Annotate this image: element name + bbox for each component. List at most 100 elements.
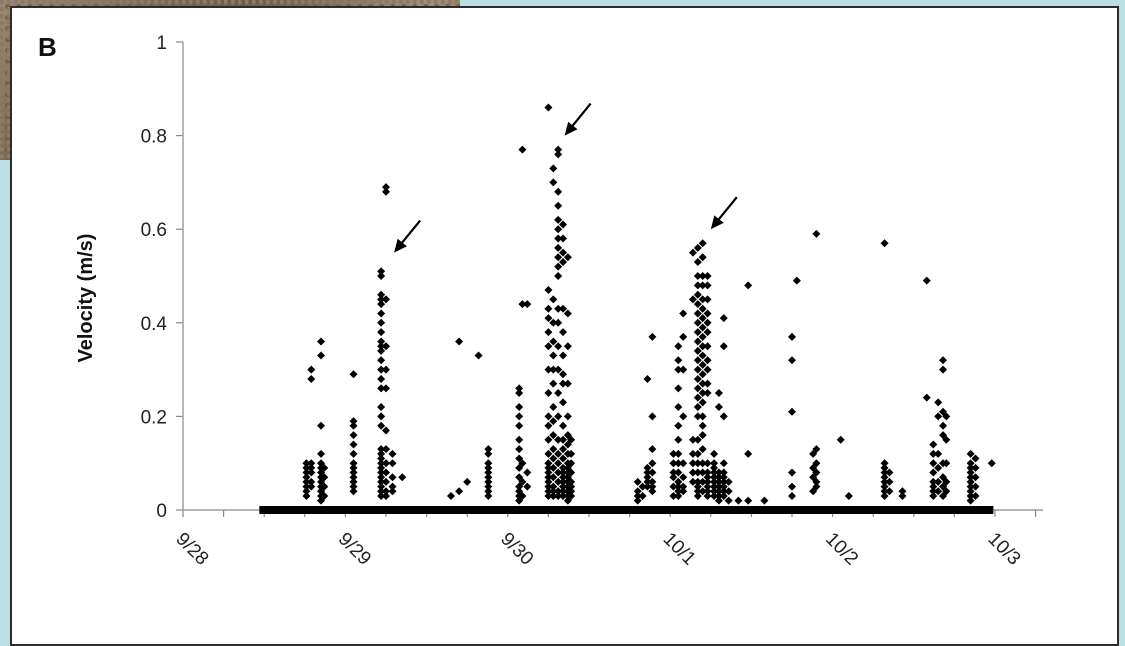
data-point	[544, 487, 553, 496]
data-point	[544, 473, 553, 482]
data-point	[349, 459, 358, 468]
data-point	[382, 295, 390, 304]
data-point	[320, 491, 329, 500]
data-point	[648, 482, 657, 491]
data-point	[648, 477, 657, 486]
data-point	[710, 463, 719, 472]
data-point	[710, 482, 719, 491]
data-point	[349, 463, 358, 472]
data-point	[549, 337, 558, 346]
data-point	[714, 473, 723, 482]
data-point	[349, 482, 358, 491]
data-point	[549, 417, 558, 426]
data-points	[302, 103, 996, 505]
data-point	[703, 309, 712, 318]
data-point	[559, 248, 568, 257]
data-point	[377, 421, 386, 430]
data-point	[633, 477, 642, 486]
data-point	[710, 459, 719, 468]
data-point	[554, 262, 563, 271]
data-point	[669, 468, 678, 477]
data-point	[703, 477, 712, 486]
data-point	[388, 482, 397, 491]
data-point	[549, 473, 558, 482]
data-point	[669, 491, 678, 500]
data-point	[549, 463, 558, 472]
data-point	[377, 459, 386, 468]
data-point	[544, 468, 553, 477]
data-point	[703, 468, 712, 477]
data-point	[674, 435, 683, 444]
data-point	[554, 477, 563, 486]
data-point	[377, 487, 386, 496]
data-point	[880, 491, 889, 500]
data-point	[734, 496, 743, 505]
data-point	[544, 412, 553, 421]
data-point	[554, 318, 563, 327]
data-point	[966, 463, 975, 472]
data-point	[693, 346, 702, 355]
data-point	[377, 449, 386, 458]
data-point	[693, 477, 702, 486]
data-point	[698, 487, 707, 496]
data-point	[929, 482, 938, 491]
data-point	[554, 243, 563, 252]
data-point	[844, 491, 853, 500]
data-point	[643, 473, 652, 482]
data-point	[698, 379, 707, 388]
data-point	[934, 477, 943, 486]
data-point	[643, 482, 652, 491]
data-point	[714, 389, 723, 397]
data-point	[966, 473, 975, 482]
y-tick-label: 0.4	[141, 314, 168, 335]
data-point	[377, 468, 386, 477]
data-point	[674, 403, 683, 412]
arrow-annotation	[710, 196, 738, 230]
data-point	[698, 304, 707, 313]
data-point	[929, 459, 938, 468]
data-point	[544, 342, 553, 351]
data-point	[693, 356, 702, 365]
data-point	[398, 473, 407, 482]
data-point	[966, 496, 975, 505]
data-point	[693, 403, 702, 412]
data-point	[674, 342, 683, 351]
data-point	[693, 393, 702, 402]
data-point	[703, 389, 712, 397]
data-point	[559, 435, 568, 444]
data-point	[674, 384, 683, 393]
data-point	[966, 477, 975, 486]
data-point	[674, 365, 683, 374]
data-point	[674, 421, 683, 430]
data-point	[880, 482, 889, 491]
data-point	[382, 491, 390, 500]
data-point	[679, 309, 688, 318]
data-point	[679, 473, 688, 482]
data-point	[567, 468, 576, 477]
data-point	[377, 482, 386, 491]
data-point	[880, 459, 889, 468]
data-point	[698, 468, 707, 477]
data-point	[554, 468, 563, 477]
data-point	[455, 487, 464, 496]
data-point	[518, 477, 527, 486]
data-point	[698, 370, 707, 379]
data-point	[698, 281, 707, 290]
data-point	[559, 351, 568, 360]
data-point	[544, 435, 553, 444]
data-point	[446, 491, 455, 500]
data-point	[554, 389, 563, 397]
data-point	[674, 459, 683, 468]
data-point	[523, 468, 532, 477]
data-point	[302, 468, 311, 477]
data-point	[515, 403, 524, 412]
data-point	[648, 487, 657, 496]
data-point	[559, 468, 568, 477]
data-point	[710, 487, 719, 496]
data-point	[567, 459, 576, 468]
data-point	[698, 332, 707, 341]
data-point	[698, 421, 707, 430]
data-point	[698, 445, 707, 454]
data-point	[710, 477, 719, 486]
data-point	[484, 473, 493, 482]
